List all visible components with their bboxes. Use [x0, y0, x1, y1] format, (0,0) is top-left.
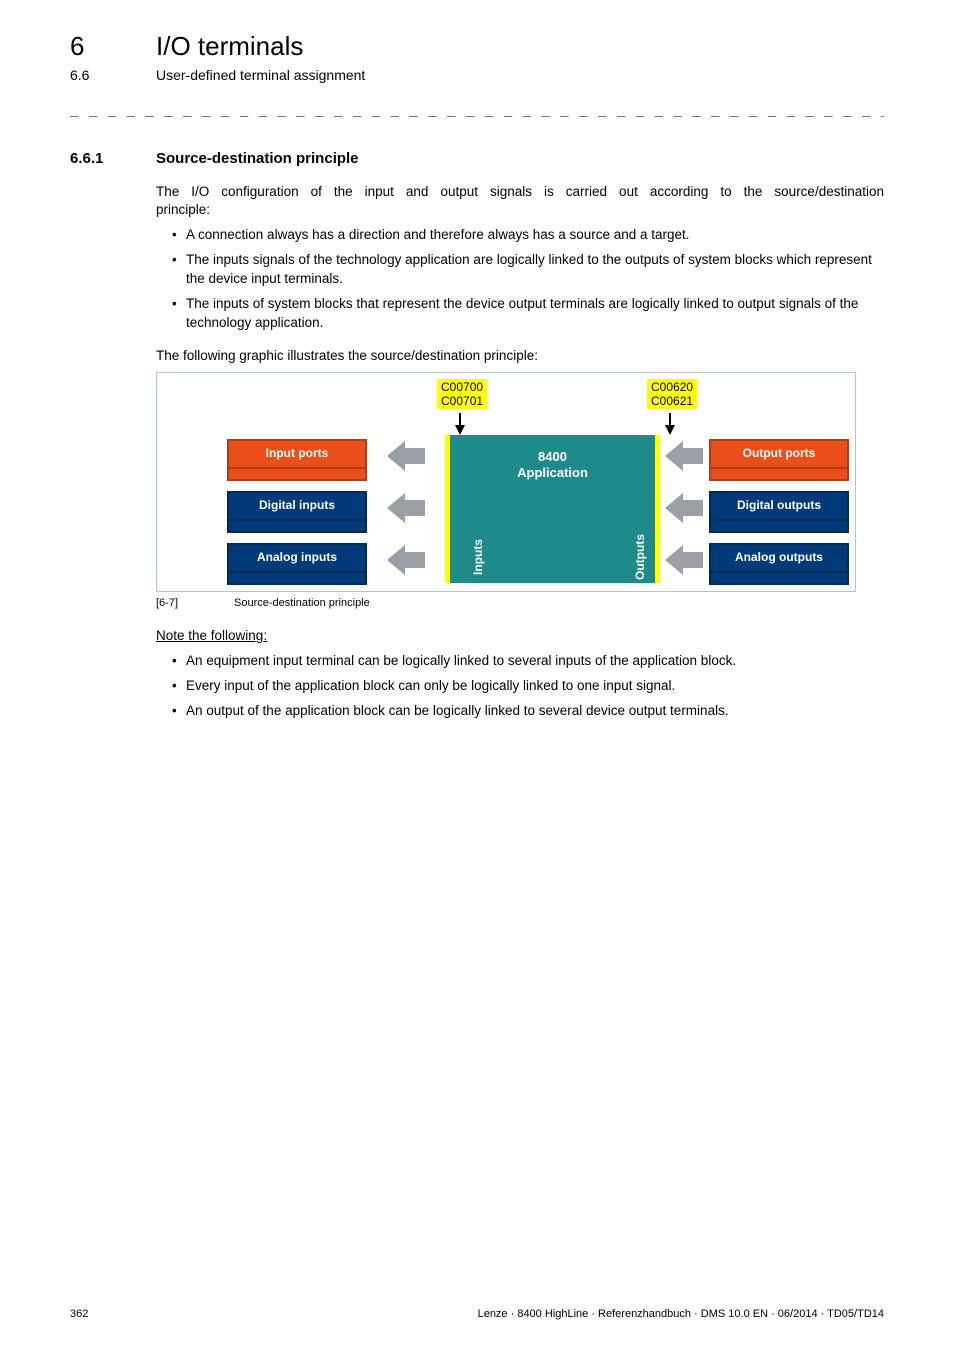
note-heading: Note the following:: [156, 627, 884, 646]
analog-outputs-block: Analog outputs: [709, 543, 849, 573]
output-ports-block: Output ports: [709, 439, 849, 469]
lead-paragraph-2: The following graphic illustrates the so…: [156, 347, 884, 366]
flow-arrow-icon: [387, 441, 405, 471]
down-arrow-icon: [455, 425, 465, 435]
code-label-left: C00700C00701: [437, 379, 487, 410]
list-item: A connection always has a direction and …: [172, 226, 884, 245]
down-arrow-icon: [665, 425, 675, 435]
subsection-number: 6.6.1: [70, 148, 116, 169]
bullet-list-2: An equipment input terminal can be logic…: [172, 652, 884, 721]
flow-arrow-icon: [387, 545, 405, 575]
subsection-title: Source-destination principle: [156, 148, 359, 169]
digital-outputs-block: Digital outputs: [709, 491, 849, 521]
yellow-bar-right: [655, 435, 660, 583]
list-item: An output of the application block can b…: [172, 702, 884, 721]
input-ports-block: Input ports: [227, 439, 367, 469]
section-title: User-defined terminal assignment: [156, 66, 365, 86]
figure-caption: Source-destination principle: [234, 596, 370, 611]
center-title-2: Application: [517, 465, 588, 480]
figure-number: [6-7]: [156, 596, 216, 611]
center-title-1: 8400: [538, 449, 567, 464]
source-destination-diagram: C00700C00701 C00620C00621 8400 Applicati…: [156, 372, 856, 592]
flow-arrow-icon: [387, 493, 405, 523]
flow-arrow-icon: [665, 493, 683, 523]
list-item: The inputs signals of the technology app…: [172, 251, 884, 289]
center-application-block: 8400 Application Inputs Outputs: [450, 435, 655, 583]
code-label-right: C00620C00621: [647, 379, 697, 410]
chapter-title: I/O terminals: [156, 28, 303, 64]
flow-arrow-icon: [665, 441, 683, 471]
section-number: 6.6: [70, 66, 116, 86]
list-item: The inputs of system blocks that represe…: [172, 295, 884, 333]
analog-inputs-block: Analog inputs: [227, 543, 367, 573]
outputs-vertical-label: Outputs: [632, 534, 649, 580]
bullet-list-1: A connection always has a direction and …: [172, 226, 884, 332]
flow-arrow-icon: [665, 545, 683, 575]
separator-dashes: _ _ _ _ _ _ _ _ _ _ _ _ _ _ _ _ _ _ _ _ …: [70, 100, 884, 120]
footer-meta: Lenze · 8400 HighLine · Referenzhandbuch…: [478, 1307, 884, 1322]
digital-inputs-block: Digital inputs: [227, 491, 367, 521]
intro-paragraph: The I/O configuration of the input and o…: [156, 183, 884, 221]
page-number: 362: [70, 1307, 88, 1322]
list-item: Every input of the application block can…: [172, 677, 884, 696]
chapter-number: 6: [70, 28, 116, 64]
list-item: An equipment input terminal can be logic…: [172, 652, 884, 671]
inputs-vertical-label: Inputs: [470, 539, 487, 575]
